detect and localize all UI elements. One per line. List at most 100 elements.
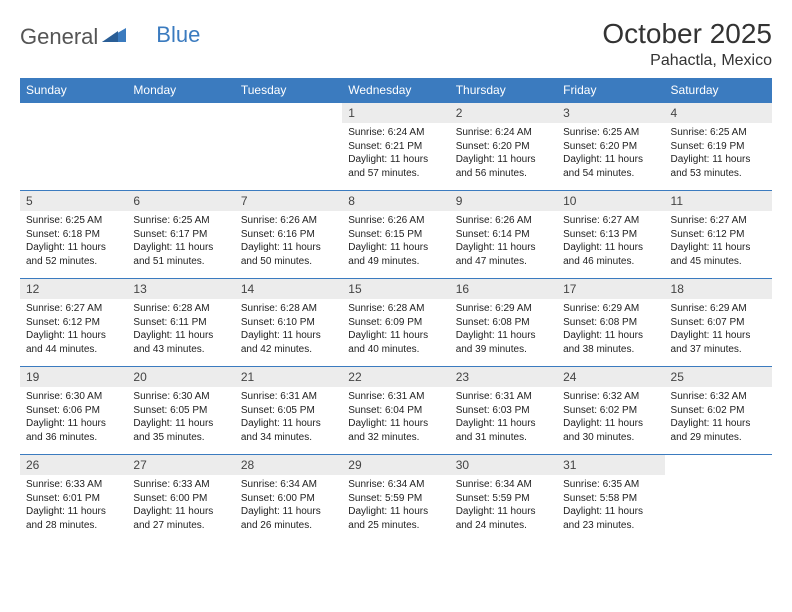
calendar-cell: 23Sunrise: 6:31 AMSunset: 6:03 PMDayligh… [450, 367, 557, 455]
day-number: 10 [557, 191, 664, 211]
weekday-header: Friday [557, 78, 664, 103]
logo-text-1: General [20, 24, 98, 50]
calendar-cell: 3Sunrise: 6:25 AMSunset: 6:20 PMDaylight… [557, 103, 664, 191]
day-number: 5 [20, 191, 127, 211]
calendar-cell: 12Sunrise: 6:27 AMSunset: 6:12 PMDayligh… [20, 279, 127, 367]
day-number: 21 [235, 367, 342, 387]
day-number: 30 [450, 455, 557, 475]
day-content: Sunrise: 6:35 AMSunset: 5:58 PMDaylight:… [557, 475, 664, 534]
calendar-cell: 11Sunrise: 6:27 AMSunset: 6:12 PMDayligh… [665, 191, 772, 279]
day-number: 20 [127, 367, 234, 387]
title-block: October 2025 Pahactla, Mexico [602, 18, 772, 70]
calendar-cell: 21Sunrise: 6:31 AMSunset: 6:05 PMDayligh… [235, 367, 342, 455]
day-content: Sunrise: 6:24 AMSunset: 6:20 PMDaylight:… [450, 123, 557, 182]
logo: General Blue [20, 18, 200, 50]
calendar-row: 12Sunrise: 6:27 AMSunset: 6:12 PMDayligh… [20, 279, 772, 367]
day-number: 9 [450, 191, 557, 211]
calendar-cell: 4Sunrise: 6:25 AMSunset: 6:19 PMDaylight… [665, 103, 772, 191]
day-content: Sunrise: 6:28 AMSunset: 6:09 PMDaylight:… [342, 299, 449, 358]
day-number: 2 [450, 103, 557, 123]
day-content: Sunrise: 6:29 AMSunset: 6:08 PMDaylight:… [450, 299, 557, 358]
calendar-cell: 2Sunrise: 6:24 AMSunset: 6:20 PMDaylight… [450, 103, 557, 191]
day-content: Sunrise: 6:26 AMSunset: 6:15 PMDaylight:… [342, 211, 449, 270]
calendar-cell: 20Sunrise: 6:30 AMSunset: 6:05 PMDayligh… [127, 367, 234, 455]
calendar-cell: 6Sunrise: 6:25 AMSunset: 6:17 PMDaylight… [127, 191, 234, 279]
day-number: 4 [665, 103, 772, 123]
day-content: Sunrise: 6:27 AMSunset: 6:13 PMDaylight:… [557, 211, 664, 270]
day-content: Sunrise: 6:31 AMSunset: 6:04 PMDaylight:… [342, 387, 449, 446]
calendar-cell-empty [235, 103, 342, 191]
day-number: 7 [235, 191, 342, 211]
day-content: Sunrise: 6:32 AMSunset: 6:02 PMDaylight:… [557, 387, 664, 446]
day-number: 19 [20, 367, 127, 387]
calendar-table: SundayMondayTuesdayWednesdayThursdayFrid… [20, 78, 772, 543]
day-number: 13 [127, 279, 234, 299]
day-number: 17 [557, 279, 664, 299]
calendar-cell: 26Sunrise: 6:33 AMSunset: 6:01 PMDayligh… [20, 455, 127, 543]
calendar-cell: 7Sunrise: 6:26 AMSunset: 6:16 PMDaylight… [235, 191, 342, 279]
calendar-cell: 18Sunrise: 6:29 AMSunset: 6:07 PMDayligh… [665, 279, 772, 367]
day-content: Sunrise: 6:31 AMSunset: 6:05 PMDaylight:… [235, 387, 342, 446]
day-number: 24 [557, 367, 664, 387]
calendar-cell: 14Sunrise: 6:28 AMSunset: 6:10 PMDayligh… [235, 279, 342, 367]
day-content: Sunrise: 6:26 AMSunset: 6:14 PMDaylight:… [450, 211, 557, 270]
day-number: 14 [235, 279, 342, 299]
weekday-header: Saturday [665, 78, 772, 103]
calendar-cell: 22Sunrise: 6:31 AMSunset: 6:04 PMDayligh… [342, 367, 449, 455]
calendar-row: 1Sunrise: 6:24 AMSunset: 6:21 PMDaylight… [20, 103, 772, 191]
calendar-cell: 1Sunrise: 6:24 AMSunset: 6:21 PMDaylight… [342, 103, 449, 191]
day-number: 15 [342, 279, 449, 299]
day-content: Sunrise: 6:28 AMSunset: 6:10 PMDaylight:… [235, 299, 342, 358]
calendar-cell: 17Sunrise: 6:29 AMSunset: 6:08 PMDayligh… [557, 279, 664, 367]
day-number: 6 [127, 191, 234, 211]
weekday-header: Thursday [450, 78, 557, 103]
day-number: 31 [557, 455, 664, 475]
day-content: Sunrise: 6:29 AMSunset: 6:08 PMDaylight:… [557, 299, 664, 358]
day-content: Sunrise: 6:33 AMSunset: 6:00 PMDaylight:… [127, 475, 234, 534]
calendar-cell: 31Sunrise: 6:35 AMSunset: 5:58 PMDayligh… [557, 455, 664, 543]
calendar-cell: 10Sunrise: 6:27 AMSunset: 6:13 PMDayligh… [557, 191, 664, 279]
calendar-row: 19Sunrise: 6:30 AMSunset: 6:06 PMDayligh… [20, 367, 772, 455]
day-content: Sunrise: 6:30 AMSunset: 6:05 PMDaylight:… [127, 387, 234, 446]
calendar-body: 1Sunrise: 6:24 AMSunset: 6:21 PMDaylight… [20, 103, 772, 543]
weekday-header: Wednesday [342, 78, 449, 103]
day-number: 8 [342, 191, 449, 211]
day-number: 27 [127, 455, 234, 475]
header: General Blue October 2025 Pahactla, Mexi… [20, 18, 772, 70]
weekday-header: Tuesday [235, 78, 342, 103]
month-title: October 2025 [602, 18, 772, 50]
day-number: 1 [342, 103, 449, 123]
day-content: Sunrise: 6:31 AMSunset: 6:03 PMDaylight:… [450, 387, 557, 446]
day-number: 26 [20, 455, 127, 475]
calendar-cell: 29Sunrise: 6:34 AMSunset: 5:59 PMDayligh… [342, 455, 449, 543]
day-content: Sunrise: 6:25 AMSunset: 6:18 PMDaylight:… [20, 211, 127, 270]
calendar-cell-empty [20, 103, 127, 191]
calendar-cell: 13Sunrise: 6:28 AMSunset: 6:11 PMDayligh… [127, 279, 234, 367]
weekday-header: Monday [127, 78, 234, 103]
day-content: Sunrise: 6:25 AMSunset: 6:20 PMDaylight:… [557, 123, 664, 182]
calendar-cell: 25Sunrise: 6:32 AMSunset: 6:02 PMDayligh… [665, 367, 772, 455]
calendar-cell: 5Sunrise: 6:25 AMSunset: 6:18 PMDaylight… [20, 191, 127, 279]
calendar-cell: 15Sunrise: 6:28 AMSunset: 6:09 PMDayligh… [342, 279, 449, 367]
day-content: Sunrise: 6:32 AMSunset: 6:02 PMDaylight:… [665, 387, 772, 446]
day-number: 12 [20, 279, 127, 299]
calendar-page: General Blue October 2025 Pahactla, Mexi… [0, 0, 792, 612]
day-content: Sunrise: 6:24 AMSunset: 6:21 PMDaylight:… [342, 123, 449, 182]
day-content: Sunrise: 6:34 AMSunset: 5:59 PMDaylight:… [342, 475, 449, 534]
calendar-cell: 9Sunrise: 6:26 AMSunset: 6:14 PMDaylight… [450, 191, 557, 279]
calendar-cell: 28Sunrise: 6:34 AMSunset: 6:00 PMDayligh… [235, 455, 342, 543]
calendar-row: 5Sunrise: 6:25 AMSunset: 6:18 PMDaylight… [20, 191, 772, 279]
calendar-cell: 27Sunrise: 6:33 AMSunset: 6:00 PMDayligh… [127, 455, 234, 543]
day-number: 22 [342, 367, 449, 387]
day-number: 18 [665, 279, 772, 299]
weekday-row: SundayMondayTuesdayWednesdayThursdayFrid… [20, 78, 772, 103]
day-content: Sunrise: 6:26 AMSunset: 6:16 PMDaylight:… [235, 211, 342, 270]
day-number: 23 [450, 367, 557, 387]
day-number: 29 [342, 455, 449, 475]
day-content: Sunrise: 6:30 AMSunset: 6:06 PMDaylight:… [20, 387, 127, 446]
calendar-cell: 8Sunrise: 6:26 AMSunset: 6:15 PMDaylight… [342, 191, 449, 279]
day-content: Sunrise: 6:25 AMSunset: 6:17 PMDaylight:… [127, 211, 234, 270]
logo-text-2: Blue [156, 22, 200, 48]
day-number: 11 [665, 191, 772, 211]
day-content: Sunrise: 6:27 AMSunset: 6:12 PMDaylight:… [20, 299, 127, 358]
